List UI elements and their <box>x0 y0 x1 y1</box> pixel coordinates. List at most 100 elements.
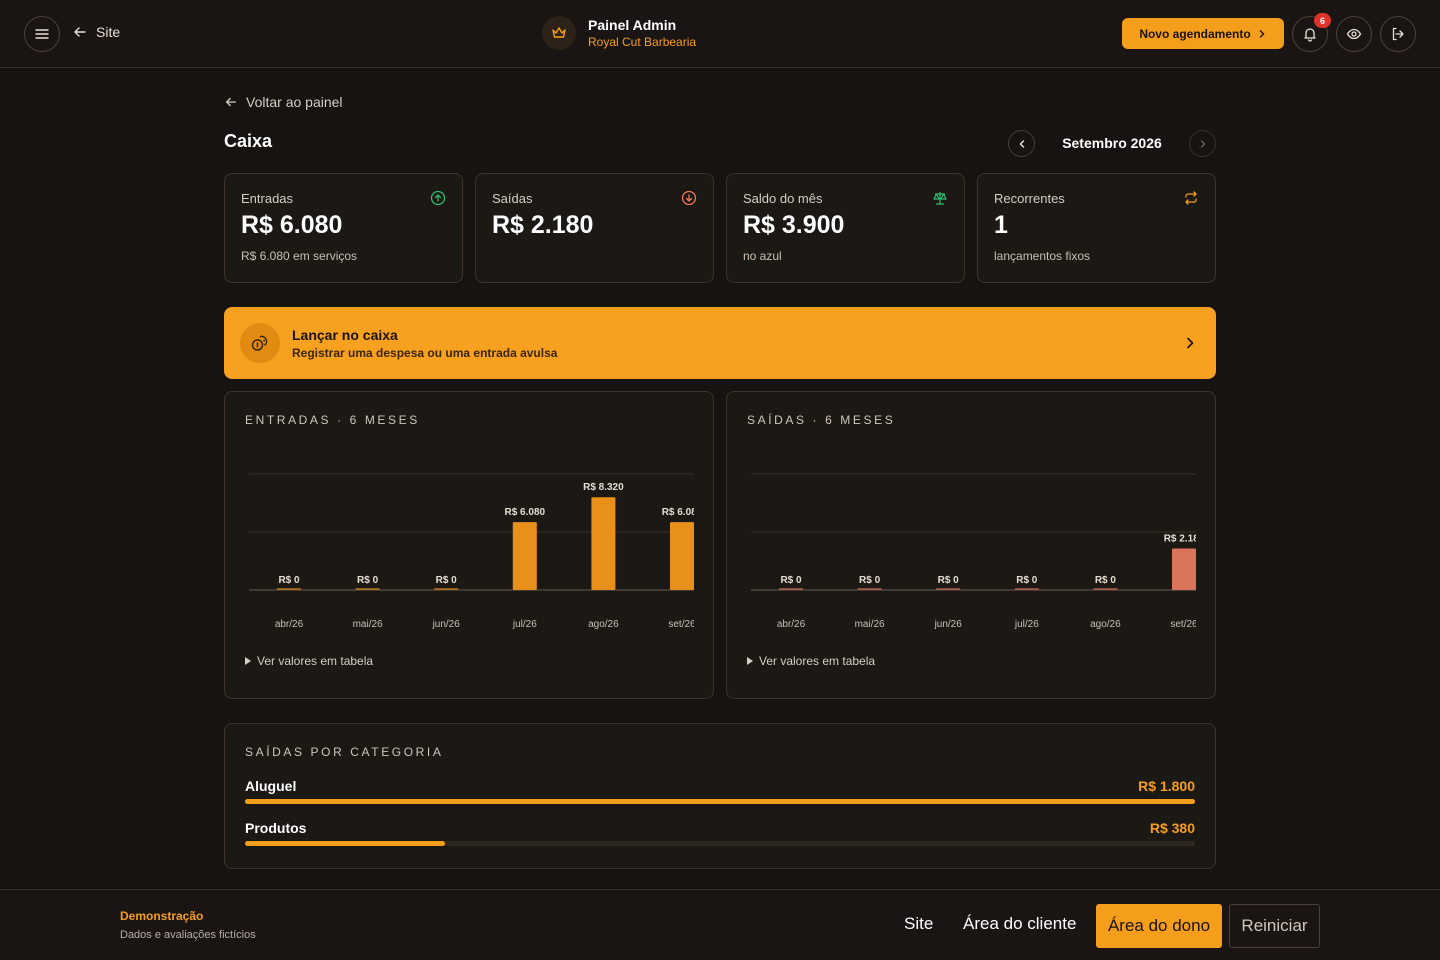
bar-value-label: R$ 0 <box>859 575 881 586</box>
x-tick-label: jun/26 <box>934 619 963 630</box>
bar <box>591 497 616 590</box>
stat-value: R$ 6.080 <box>241 211 343 239</box>
category-panel-title: SAÍDAS POR CATEGORIA <box>245 745 444 759</box>
stat-card-recorrentes: Recorrentes 1 lançamentos fixos <box>977 173 1216 283</box>
toggle-table-entradas[interactable]: Ver valores em tabela <box>245 654 373 668</box>
back-to-dashboard-link[interactable]: Voltar ao painel <box>224 94 343 110</box>
new-appointment-button[interactable]: Novo agendamento <box>1122 18 1284 49</box>
category-row: Produtos R$ 380 <box>245 820 1195 846</box>
x-tick-label: abr/26 <box>275 619 304 630</box>
eye-icon <box>1346 28 1362 40</box>
arrow-up-circle-icon <box>430 190 446 206</box>
bar-value-label: R$ 6.080 <box>662 507 703 518</box>
bar-value-label: R$ 0 <box>780 575 802 586</box>
stat-card-saldo: Saldo do mês R$ 3.900 no azul <box>726 173 965 283</box>
launch-cash-banner[interactable]: Lançar no caixa Registrar uma despesa ou… <box>224 307 1216 379</box>
chevron-left-icon <box>1019 139 1024 148</box>
demo-bar: Demonstração Dados e avaliações fictício… <box>0 889 1440 960</box>
chart-title: ENTRADAS · 6 MESES <box>245 413 420 427</box>
demo-client-area-link[interactable]: Área do cliente <box>963 914 1077 933</box>
logout-button[interactable] <box>1380 16 1416 52</box>
x-tick-label: set/26 <box>668 619 696 630</box>
bar <box>670 522 694 590</box>
month-navigator: Setembro 2026 <box>1008 130 1216 157</box>
app-title: Painel Admin <box>588 17 677 33</box>
menu-button[interactable] <box>24 16 60 52</box>
bar <box>1172 548 1196 590</box>
triangle-right-icon <box>245 657 251 665</box>
chevron-right-icon <box>1187 337 1194 349</box>
toggle-table-saidas[interactable]: Ver valores em tabela <box>747 654 875 668</box>
crown-icon <box>542 16 576 50</box>
category-bar-fill <box>245 799 1195 804</box>
bar <box>1093 588 1118 590</box>
stat-sub: lançamentos fixos <box>994 249 1091 263</box>
site-link[interactable]: Site <box>72 24 120 40</box>
menu-icon <box>35 29 49 39</box>
chart-plot: R$ 0 abr/26 R$ 0 mai/26 R$ 0 jun/26 R$ 0 jul/26… <box>751 473 1205 630</box>
x-tick-label: abr/26 <box>777 619 806 630</box>
top-bar: Site Painel Admin Royal Cut Barbearia No… <box>0 0 1440 68</box>
notifications-button[interactable] <box>1292 16 1328 52</box>
bar-value-label: R$ 0 <box>357 575 379 586</box>
chart-title: SAÍDAS · 6 MESES <box>747 413 896 427</box>
demo-title: Demonstração <box>120 909 204 923</box>
bar-value-label: R$ 0 <box>1095 575 1117 586</box>
site-link-label: Site <box>96 24 121 40</box>
bar <box>512 522 537 590</box>
arrow-left-icon <box>74 27 86 37</box>
brand: Painel Admin Royal Cut Barbearia <box>542 16 696 50</box>
expenses-by-category-panel: SAÍDAS POR CATEGORIA Aluguel R$ 1.800 Pr… <box>224 723 1216 869</box>
arrow-down-circle-icon <box>681 190 697 206</box>
bar-value-label: R$ 0 <box>938 575 960 586</box>
category-name: Produtos <box>245 820 307 836</box>
toggle-table-label: Ver valores em tabela <box>257 654 374 668</box>
bar-value-label: R$ 0 <box>1016 575 1038 586</box>
banner-subtitle: Registrar uma despesa ou uma entrada avu… <box>292 346 558 360</box>
previous-month-button[interactable] <box>1008 130 1035 157</box>
x-tick-label: ago/26 <box>588 619 619 630</box>
category-bar-fill <box>245 841 446 846</box>
bar-value-label: R$ 8.320 <box>583 482 624 493</box>
x-tick-label: ago/26 <box>1090 619 1121 630</box>
stat-card-entradas: Entradas R$ 6.080 R$ 6.080 em serviços <box>224 173 463 283</box>
entradas-bar-chart: R$ 0 abr/26 R$ 0 mai/26 R$ 0 jun/26 R$ 6.080 ju… <box>249 473 703 630</box>
chevron-right-icon <box>1200 139 1205 148</box>
x-tick-label: jul/26 <box>1014 619 1039 630</box>
category-row: Aluguel R$ 1.800 <box>245 778 1195 804</box>
next-month-button[interactable] <box>1189 130 1216 157</box>
demo-subtitle: Dados e avaliações fictícios <box>120 929 256 941</box>
coins-icon <box>240 323 280 363</box>
banner-title: Lançar no caixa <box>292 327 398 343</box>
scale-icon <box>933 192 947 205</box>
bar-value-label: R$ 0 <box>436 575 458 586</box>
preview-button[interactable] <box>1336 16 1372 52</box>
x-tick-label: set/26 <box>1170 619 1198 630</box>
stat-label: Saídas <box>492 191 533 206</box>
bar-value-label: R$ 0 <box>278 575 300 586</box>
x-tick-label: mai/26 <box>353 619 383 630</box>
category-bar-track <box>245 799 1195 804</box>
stat-sub: R$ 6.080 em serviços <box>241 249 358 263</box>
triangle-right-icon <box>747 657 753 665</box>
arrow-left-icon <box>225 97 237 107</box>
demo-site-link[interactable]: Site <box>904 914 934 933</box>
saidas-bar-chart: R$ 0 abr/26 R$ 0 mai/26 R$ 0 jun/26 R$ 0 jul/26… <box>751 473 1205 630</box>
x-tick-label: mai/26 <box>855 619 885 630</box>
bar-value-label: R$ 6.080 <box>505 507 546 518</box>
bar-value-label: R$ 2.180 <box>1164 534 1205 545</box>
category-value: R$ 380 <box>1149 820 1195 836</box>
chart-plot: R$ 0 abr/26 R$ 0 mai/26 R$ 0 jun/26 R$ 6.080 ju… <box>249 473 703 630</box>
bar <box>1014 588 1039 590</box>
bar <box>857 588 882 590</box>
page-title: Caixa <box>224 131 273 151</box>
bar <box>355 588 380 590</box>
stat-value: R$ 3.900 <box>743 211 845 239</box>
demo-reset-button[interactable]: Reiniciar <box>1229 904 1320 948</box>
bar <box>779 588 803 590</box>
toggle-table-label: Ver valores em tabela <box>759 654 876 668</box>
demo-owner-area-button[interactable]: Área do dono <box>1096 904 1222 948</box>
category-value: R$ 1.800 <box>1138 778 1195 794</box>
repeat-icon <box>1185 191 1197 205</box>
bar <box>277 588 301 590</box>
